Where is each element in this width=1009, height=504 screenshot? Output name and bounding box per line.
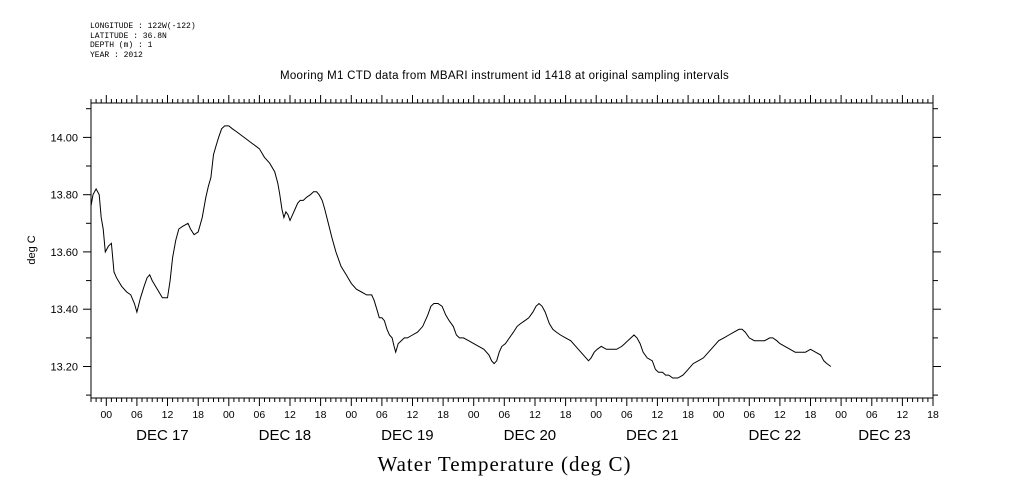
- day-label: DEC 17: [136, 427, 189, 444]
- x-tick-label: 00: [345, 409, 357, 421]
- x-tick-label: 06: [498, 409, 510, 421]
- x-tick-label: 18: [805, 409, 817, 421]
- x-tick-label: 06: [376, 409, 388, 421]
- x-tick-label: 12: [652, 409, 664, 421]
- x-tick-label: 00: [835, 409, 847, 421]
- day-labels: DEC 17 DEC 18 DEC 19 DEC 20 DEC 21 DEC 22 DEC …: [136, 427, 911, 444]
- year-label: YEAR : 2012: [90, 50, 143, 60]
- x-tick-label: 18: [315, 409, 327, 421]
- x-tick-label: 06: [254, 409, 266, 421]
- x-tick-label: 06: [866, 409, 878, 421]
- day-label: DEC 21: [626, 427, 679, 444]
- x-tick-label: 06: [131, 409, 143, 421]
- x-axis-label: Water Temperature (deg C): [377, 452, 632, 476]
- y-tick-label: 13.60: [50, 247, 78, 259]
- metadata-block: LONGITUDE : 122W(-122) LATITUDE : 36.8N …: [90, 22, 196, 60]
- plot-frame: [90, 102, 934, 399]
- x-tick-label: 12: [162, 409, 174, 421]
- x-tick-label: 12: [284, 409, 296, 421]
- x-tick-label: 00: [468, 409, 480, 421]
- day-label: DEC 18: [259, 427, 312, 444]
- y-tick-label: 13.20: [50, 362, 78, 374]
- x-tick-label: 12: [774, 409, 786, 421]
- x-tick-label: 00: [713, 409, 725, 421]
- y-tick-label: 13.80: [50, 190, 78, 202]
- day-label: DEC 23: [858, 427, 911, 444]
- y-tick-label: 13.40: [50, 304, 78, 316]
- x-tick-label: 18: [560, 409, 572, 421]
- x-tick-label: 18: [192, 409, 204, 421]
- y-tick-label: 14.00: [50, 132, 78, 144]
- x-tick-label: 00: [100, 409, 112, 421]
- x-tick-label: 00: [223, 409, 235, 421]
- latitude-label: LATITUDE : 36.8N: [90, 31, 167, 41]
- x-tick-label: 12: [897, 409, 909, 421]
- y-axis-label: deg C: [26, 235, 38, 264]
- longitude-label: LONGITUDE : 122W(-122): [90, 22, 196, 31]
- day-label: DEC 22: [749, 427, 802, 444]
- x-tick-labels: 00 06 12 18 00 06 12 18 00 06 12 18 00 06 12 18 00 06 12 18…: [100, 409, 939, 421]
- day-label: DEC 20: [504, 427, 557, 444]
- depth-label: DEPTH (m) : 1: [90, 41, 153, 50]
- x-tick-label: 06: [621, 409, 633, 421]
- axis-ticks: [83, 95, 941, 406]
- x-tick-label: 12: [407, 409, 419, 421]
- x-tick-label: 12: [529, 409, 541, 421]
- x-tick-label: 18: [682, 409, 694, 421]
- x-tick-label: 00: [590, 409, 602, 421]
- temperature-series-line: [90, 125, 832, 379]
- x-tick-label: 18: [927, 409, 939, 421]
- y-tick-labels: 13.20 13.40 13.60 13.80 14.00: [50, 132, 78, 373]
- day-label: DEC 19: [381, 427, 434, 444]
- x-tick-label: 06: [743, 409, 755, 421]
- x-tick-label: 18: [437, 409, 449, 421]
- chart-title: Mooring M1 CTD data from MBARI instrumen…: [279, 70, 730, 82]
